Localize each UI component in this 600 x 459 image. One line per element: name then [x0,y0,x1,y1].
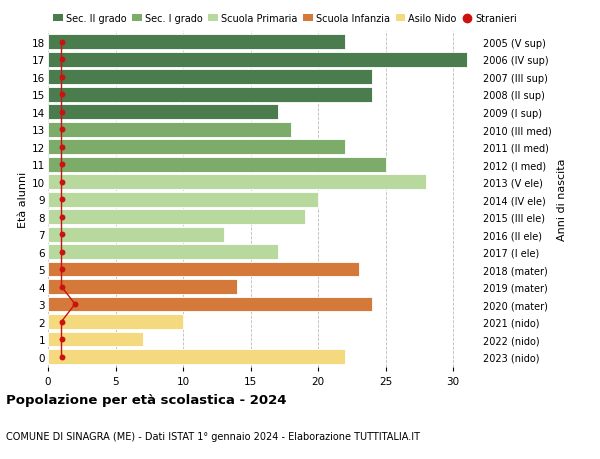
Bar [48,349,345,364]
Y-axis label: Anni di nascita: Anni di nascita [557,158,567,241]
Y-axis label: Età alunni: Età alunni [18,172,28,228]
Point [56,126,67,134]
Bar [48,70,372,85]
Point [56,144,67,151]
Bar [48,210,305,224]
Text: COMUNE DI SINAGRA (ME) - Dati ISTAT 1° gennaio 2024 - Elaborazione TUTTITALIA.IT: COMUNE DI SINAGRA (ME) - Dati ISTAT 1° g… [6,431,420,441]
Bar [48,297,372,312]
Bar [48,280,237,294]
Bar [48,314,183,329]
Point [56,161,67,168]
Bar [48,332,143,347]
Text: Popolazione per età scolastica - 2024: Popolazione per età scolastica - 2024 [6,393,287,406]
Bar [48,123,291,137]
Bar [48,140,345,155]
Point [56,318,67,325]
Point [56,336,67,343]
Bar [48,35,345,50]
Point [56,213,67,221]
Point [56,196,67,203]
Bar [48,105,277,120]
Point [56,353,67,360]
Point [56,283,67,291]
Point [70,301,80,308]
Point [56,266,67,273]
Bar [48,227,223,242]
Point [56,179,67,186]
Point [56,74,67,81]
Bar [48,157,386,172]
Point [56,231,67,238]
Point [56,109,67,116]
Bar [48,262,359,277]
Bar [48,192,318,207]
Legend: Sec. II grado, Sec. I grado, Scuola Primaria, Scuola Infanzia, Asilo Nido, Stran: Sec. II grado, Sec. I grado, Scuola Prim… [53,14,517,24]
Point [56,39,67,46]
Bar [48,88,372,102]
Bar [48,245,277,259]
Bar [48,53,467,67]
Bar [48,175,426,190]
Point [56,248,67,256]
Point [56,91,67,99]
Point [56,56,67,64]
